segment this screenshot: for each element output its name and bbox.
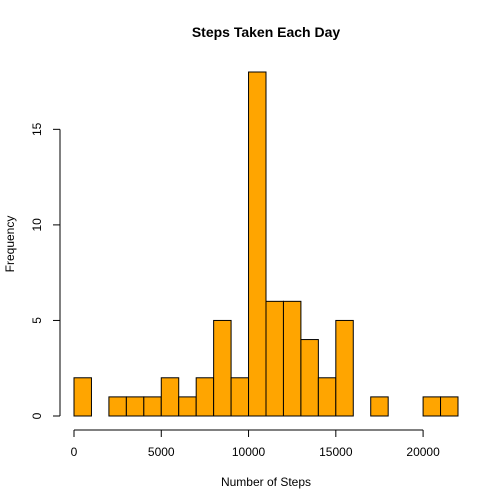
x-tick-label-2: 10000 xyxy=(232,445,266,459)
y-tick-label-2: 10 xyxy=(30,218,44,232)
histogram-bar-11 xyxy=(265,300,284,417)
histogram-bar-5 xyxy=(160,377,180,417)
histogram-bar-17 xyxy=(370,396,389,417)
y-tick-label-1: 5 xyxy=(30,317,44,324)
histogram-bar-14 xyxy=(317,377,337,417)
histogram-bar-13 xyxy=(300,339,319,417)
histogram-bar-15 xyxy=(335,319,354,417)
x-axis-label: Number of Steps xyxy=(221,475,311,489)
histogram-bar-12 xyxy=(282,300,302,417)
histogram-bar-0 xyxy=(73,377,92,417)
x-axis: 0 5000 10000 15000 20000 xyxy=(71,429,440,459)
y-axis-label: Frequency xyxy=(3,216,17,273)
histogram-bar-21 xyxy=(440,396,459,417)
histogram-bar-6 xyxy=(178,396,197,417)
bars-group xyxy=(73,71,459,417)
y-tick-label-3: 15 xyxy=(30,122,44,136)
histogram-bar-9 xyxy=(230,377,250,417)
histogram-bar-7 xyxy=(195,377,215,417)
histogram-bar-4 xyxy=(143,396,162,417)
histogram-bar-3 xyxy=(125,396,145,417)
chart-title: Steps Taken Each Day xyxy=(192,24,341,40)
histogram-bar-2 xyxy=(108,396,127,417)
histogram-bar-20 xyxy=(422,396,442,417)
histogram-bar-10 xyxy=(248,71,267,417)
x-tick-label-1: 5000 xyxy=(148,445,175,459)
y-axis: 0 5 10 15 xyxy=(30,122,61,419)
histogram-bar-8 xyxy=(213,319,232,417)
y-tick-label-0: 0 xyxy=(30,412,44,419)
x-tick-label-3: 15000 xyxy=(319,445,353,459)
x-tick-label-4: 20000 xyxy=(406,445,440,459)
x-tick-label-0: 0 xyxy=(71,445,78,459)
